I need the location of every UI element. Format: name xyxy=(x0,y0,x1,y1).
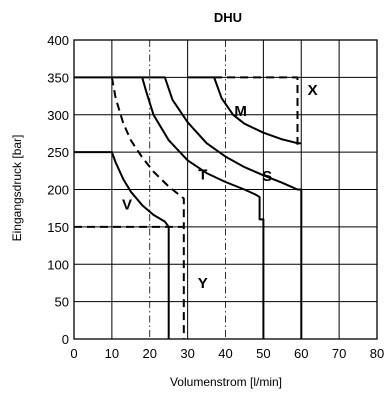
y-tick-label: 0 xyxy=(62,332,69,347)
series-line-t xyxy=(74,76,265,339)
y-tick-label: 300 xyxy=(47,108,69,123)
ticks-group: 0 10 20 30 40 50 60 70 80 0 50 100 150 200 250 300 350 40… xyxy=(47,33,384,361)
x-tick-label: 70 xyxy=(332,346,346,361)
curve-label-t: T xyxy=(198,167,207,184)
x-tick-label: 0 xyxy=(70,346,77,361)
y-axis-label: Eingangsdruck [bar] xyxy=(10,135,24,242)
y-tick-label: 150 xyxy=(47,220,69,235)
series-line-v xyxy=(74,151,170,339)
curve-label-y: Y xyxy=(198,275,208,292)
x-axis-label: Volumenstrom [l/min] xyxy=(170,375,282,389)
curve-label-s: S xyxy=(262,168,272,185)
chart-title: DHU xyxy=(214,10,242,25)
series-line-s xyxy=(142,76,303,339)
y-tick-label: 400 xyxy=(47,33,69,48)
series-line-x xyxy=(214,76,299,145)
grid xyxy=(73,39,378,340)
x-tick-label: 50 xyxy=(256,346,270,361)
x-tick-label: 40 xyxy=(218,346,232,361)
x-tick-label: 20 xyxy=(143,346,157,361)
series-line-dashed-boundary xyxy=(110,77,185,227)
x-tick-label: 80 xyxy=(370,346,384,361)
curve-label-v: V xyxy=(122,196,132,213)
series-group xyxy=(74,76,303,339)
y-tick-label: 200 xyxy=(47,183,69,198)
y-tick-label: 50 xyxy=(55,295,69,310)
curve-label-x: X xyxy=(308,82,318,99)
x-tick-label: 10 xyxy=(105,346,119,361)
x-tick-label: 30 xyxy=(180,346,194,361)
y-tick-label: 350 xyxy=(47,70,69,85)
x-tick-label: 60 xyxy=(294,346,308,361)
curve-label-m: M xyxy=(234,103,247,120)
series-line-m xyxy=(187,76,302,145)
y-tick-label: 100 xyxy=(47,257,69,272)
series-line-y xyxy=(74,225,185,339)
curve-labels: V Y T S M X xyxy=(122,82,318,292)
y-tick-label: 250 xyxy=(47,145,69,160)
